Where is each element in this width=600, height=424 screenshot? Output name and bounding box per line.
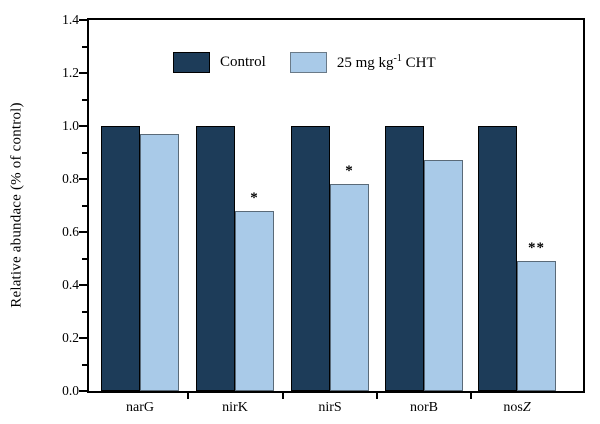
bar-nosZ-cht <box>517 261 556 391</box>
y-tick-label: 1.0 <box>62 118 79 133</box>
y-major-tick <box>79 231 87 233</box>
bar-narG-cht <box>140 133 179 391</box>
bar-norB-cht <box>424 160 463 391</box>
legend: Control 25 mg kg-1 CHT <box>173 52 436 73</box>
legend-item-cht: 25 mg kg-1 CHT <box>289 52 436 73</box>
control-swatch-icon <box>173 52 210 73</box>
y-major-tick <box>79 337 87 339</box>
y-tick-label: 1.4 <box>62 12 79 27</box>
legend-label-control: Control <box>220 54 266 70</box>
y-major-tick <box>79 284 87 286</box>
y-minor-tick <box>82 204 87 207</box>
significance-label-nirS: * <box>345 163 354 180</box>
x-tick-label-nirS: nirS <box>318 400 342 415</box>
y-tick-label: 0.4 <box>62 277 79 292</box>
significance-label-nirK: * <box>250 189 259 206</box>
y-minor-tick <box>82 310 87 313</box>
x-tick-label-nirK: nirK <box>222 400 248 415</box>
y-major-tick <box>79 390 87 392</box>
y-minor-tick <box>82 151 87 154</box>
significance-label-nosZ: ** <box>528 240 545 257</box>
y-minor-tick <box>82 257 87 260</box>
bar-nosZ-control <box>478 126 517 391</box>
y-minor-tick <box>82 45 87 48</box>
y-major-tick <box>79 19 87 21</box>
y-tick-label: 0.8 <box>62 171 79 186</box>
cht-swatch-icon <box>289 52 327 73</box>
legend-item-control: Control <box>173 52 266 73</box>
x-boundary-tick <box>186 393 189 399</box>
legend-label-cht: 25 mg kg-1 CHT <box>336 53 436 71</box>
y-major-tick <box>79 72 87 74</box>
y-major-tick <box>79 125 87 127</box>
x-boundary-tick <box>281 393 284 399</box>
y-minor-tick <box>82 363 87 366</box>
bar-nirK-control <box>196 126 235 391</box>
y-major-tick <box>79 178 87 180</box>
bar-narG-control <box>101 126 140 391</box>
y-minor-tick <box>82 98 87 101</box>
x-tick-label-norB: norB <box>410 400 438 415</box>
bar-nirK-cht <box>235 210 274 391</box>
bar-nirS-control <box>291 126 330 391</box>
x-boundary-tick <box>376 393 378 399</box>
y-tick-label: 0.2 <box>62 330 79 345</box>
x-boundary-tick <box>469 393 472 399</box>
x-tick-label-narG: narG <box>126 400 154 415</box>
bar-norB-control <box>385 126 424 391</box>
bar-nirS-cht <box>330 184 369 391</box>
y-axis-title: Relative abundace (% of control) <box>8 102 25 308</box>
x-tick-label-nosZ: nosZ <box>503 400 531 415</box>
y-tick-label: 0.0 <box>62 383 79 398</box>
y-tick-label: 0.6 <box>62 224 79 239</box>
y-tick-label: 1.2 <box>62 65 79 80</box>
plot-area: * * ** Control 25 mg kg-1 CHT <box>87 18 585 393</box>
